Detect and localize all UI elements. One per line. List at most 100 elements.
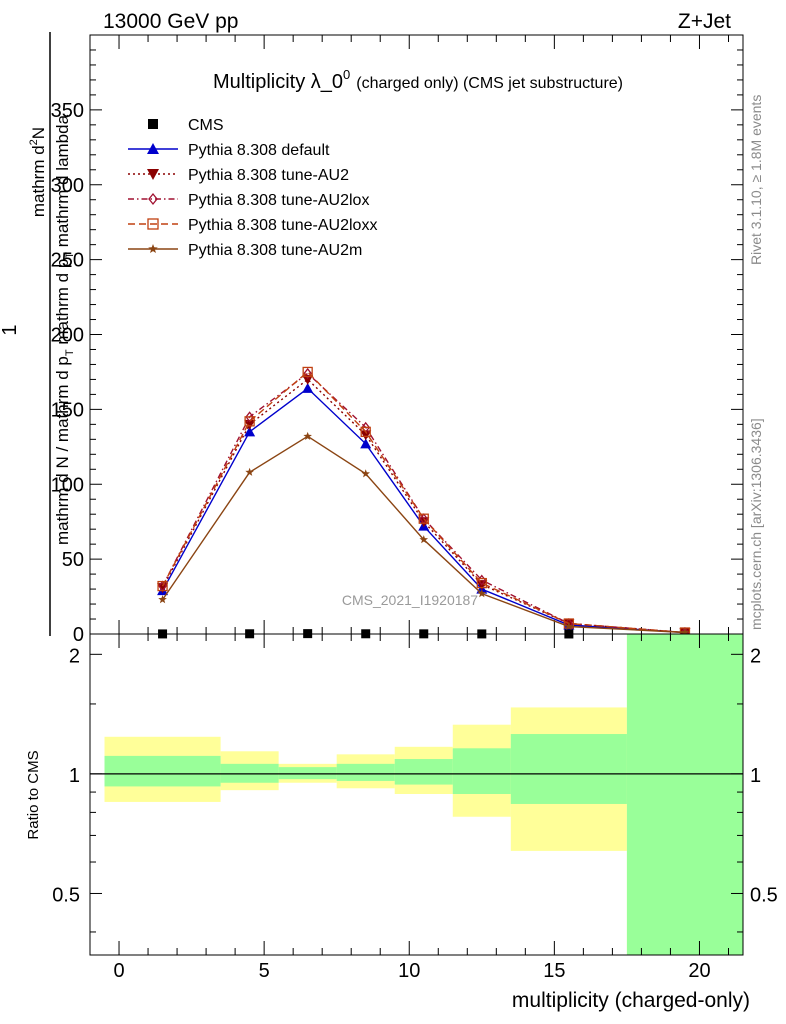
ratio-band-stat	[336, 763, 395, 781]
data-point	[361, 469, 370, 478]
legend-marker	[148, 192, 158, 206]
chart-title: Multiplicity λ_00 (charged only) (CMS jet…	[213, 67, 623, 93]
ratio-band-stat	[394, 759, 453, 785]
legend-label: Pythia 8.308 tune-AU2	[188, 167, 349, 184]
legend-label: Pythia 8.308 tune-AU2m	[188, 242, 362, 259]
data-point	[244, 426, 256, 437]
data-point	[564, 622, 574, 631]
y-label-den-b: mathrm d p	[53, 259, 72, 350]
data-point	[302, 366, 313, 378]
data-point	[245, 411, 254, 423]
process-label: Z+Jet	[678, 10, 731, 33]
x-axis-label: multiplicity (charged-only)	[512, 989, 750, 1012]
ratio-y-tick-label: 1	[69, 765, 80, 787]
legend-marker	[147, 218, 159, 230]
legend-marker	[148, 244, 158, 254]
x-tick-label: 0	[113, 960, 124, 982]
ratio-y-tick-label: 0.5	[52, 884, 80, 906]
chart-title-main: Multiplicity λ_0	[213, 71, 343, 93]
data-point	[302, 382, 314, 393]
series-line-5	[162, 435, 686, 634]
main-y-tick-label: 50	[62, 549, 84, 571]
x-tick-label: 10	[398, 960, 420, 982]
ratio-plot: 0.5 0.51 12 20 5 10 15 20	[52, 633, 778, 982]
data-point	[158, 595, 167, 604]
ratio-y-axis-label: Ratio to CMS	[25, 750, 42, 839]
data-point	[244, 416, 255, 427]
legend-item: CMS	[148, 117, 224, 134]
main-y-tick-label: 250	[51, 250, 84, 272]
main-y-tick-label: 350	[51, 100, 84, 122]
ratio-band-stat	[452, 748, 511, 794]
chart-title-superscript: 0	[343, 67, 350, 82]
data-point	[360, 426, 371, 437]
legend-item: Pythia 8.308 tune-AU2lox	[128, 192, 369, 209]
data-point	[419, 535, 429, 544]
ratio-y-tick-label-right: 1	[750, 765, 761, 787]
y-label-den-a: mathrm d N / mathrm d p	[53, 356, 72, 545]
legend-label: Pythia 8.308 tune-AU2loxx	[188, 217, 377, 234]
ratio-axis-ticks: 0.5 0.51 12 20 5 10 15 20	[52, 634, 778, 982]
main-y-tick-label: 300	[51, 175, 84, 197]
main-y-axis-label: 1 mathrm d2N mathrm d N / mathrm d pT ma…	[0, 32, 76, 636]
main-axis-ticks: 0 50 100 150 200 250 300 350	[51, 35, 743, 646]
ratio-bands	[90, 634, 743, 955]
ratio-y-tick-label-right: 2	[750, 645, 761, 667]
data-point	[245, 467, 254, 476]
y-label-numerator-sup: 2	[28, 139, 40, 145]
ratio-band-stat	[626, 634, 743, 955]
ratio-plot-frame	[89, 633, 744, 956]
legend-label: Pythia 8.308 default	[188, 142, 330, 159]
data-point	[360, 430, 372, 441]
data-point	[244, 419, 256, 430]
data-point	[303, 367, 312, 379]
main-y-tick-label: 100	[51, 474, 84, 496]
legend-marker	[147, 169, 159, 180]
y-label-numerator-tail: N	[29, 127, 48, 139]
ratio-band-stat	[278, 767, 337, 780]
series-line-1	[161, 387, 686, 634]
energy-label: 13000 GeV pp	[103, 10, 238, 33]
y-label-den-sub2: T	[64, 252, 76, 259]
legend-item: Pythia 8.308 tune-AU2loxx	[128, 217, 377, 234]
legend-label: CMS	[188, 117, 224, 134]
watermark: CMS_2021_I1920187	[342, 592, 478, 608]
x-tick-label: 20	[688, 960, 710, 982]
ratio-y-tick-label-right: 0.5	[750, 884, 778, 906]
data-point	[477, 589, 487, 598]
y-label-one: 1	[0, 324, 21, 335]
legend-marker	[148, 119, 158, 129]
y-label-numerator: mathrm d2N	[28, 127, 48, 217]
mcplots-label: mcplots.cern.ch [arXiv:1306.3436]	[748, 418, 764, 630]
data-point	[302, 374, 314, 385]
data-point	[360, 438, 372, 449]
ratio-band-stat	[104, 755, 221, 787]
legend-item: Pythia 8.308 tune-AU2	[128, 167, 349, 184]
ratio-y-tick-label: 2	[69, 645, 80, 667]
x-tick-label: 5	[259, 960, 270, 982]
main-y-tick-label: 150	[51, 399, 84, 421]
data-point	[680, 628, 690, 637]
series-line-2	[161, 378, 686, 634]
series-line-4	[161, 370, 686, 634]
y-label-denominator: mathrm d N / mathrm d pT mathrm d pT mat…	[53, 114, 76, 545]
ratio-band-stat	[220, 763, 279, 783]
y-label-numerator-main: mathrm d	[29, 145, 48, 217]
legend-label: Pythia 8.308 tune-AU2lox	[188, 192, 369, 209]
main-y-tick-label: 200	[51, 325, 84, 347]
legend-item: Pythia 8.308 tune-AU2m	[128, 242, 362, 259]
data-point	[303, 431, 312, 440]
chart-title-small: (charged only) (CMS jet substructure)	[356, 75, 623, 92]
main-plot: CMS_2021_I1920187 050100150200250300350 …	[51, 34, 744, 646]
ratio-band-stat	[510, 734, 627, 804]
y-label-den-sub1: T	[64, 349, 76, 356]
legend-marker	[147, 143, 159, 154]
legend-item: Pythia 8.308 default	[128, 142, 330, 159]
data-point	[418, 513, 429, 524]
legend: CMS Pythia 8.308 default Pythia 8.308 tune…	[128, 117, 377, 259]
data-point	[157, 580, 168, 592]
y-label-den-c: mathrm d lambda	[53, 114, 72, 252]
series-line-3	[161, 372, 686, 634]
main-y-tick-label: 0	[73, 624, 84, 646]
